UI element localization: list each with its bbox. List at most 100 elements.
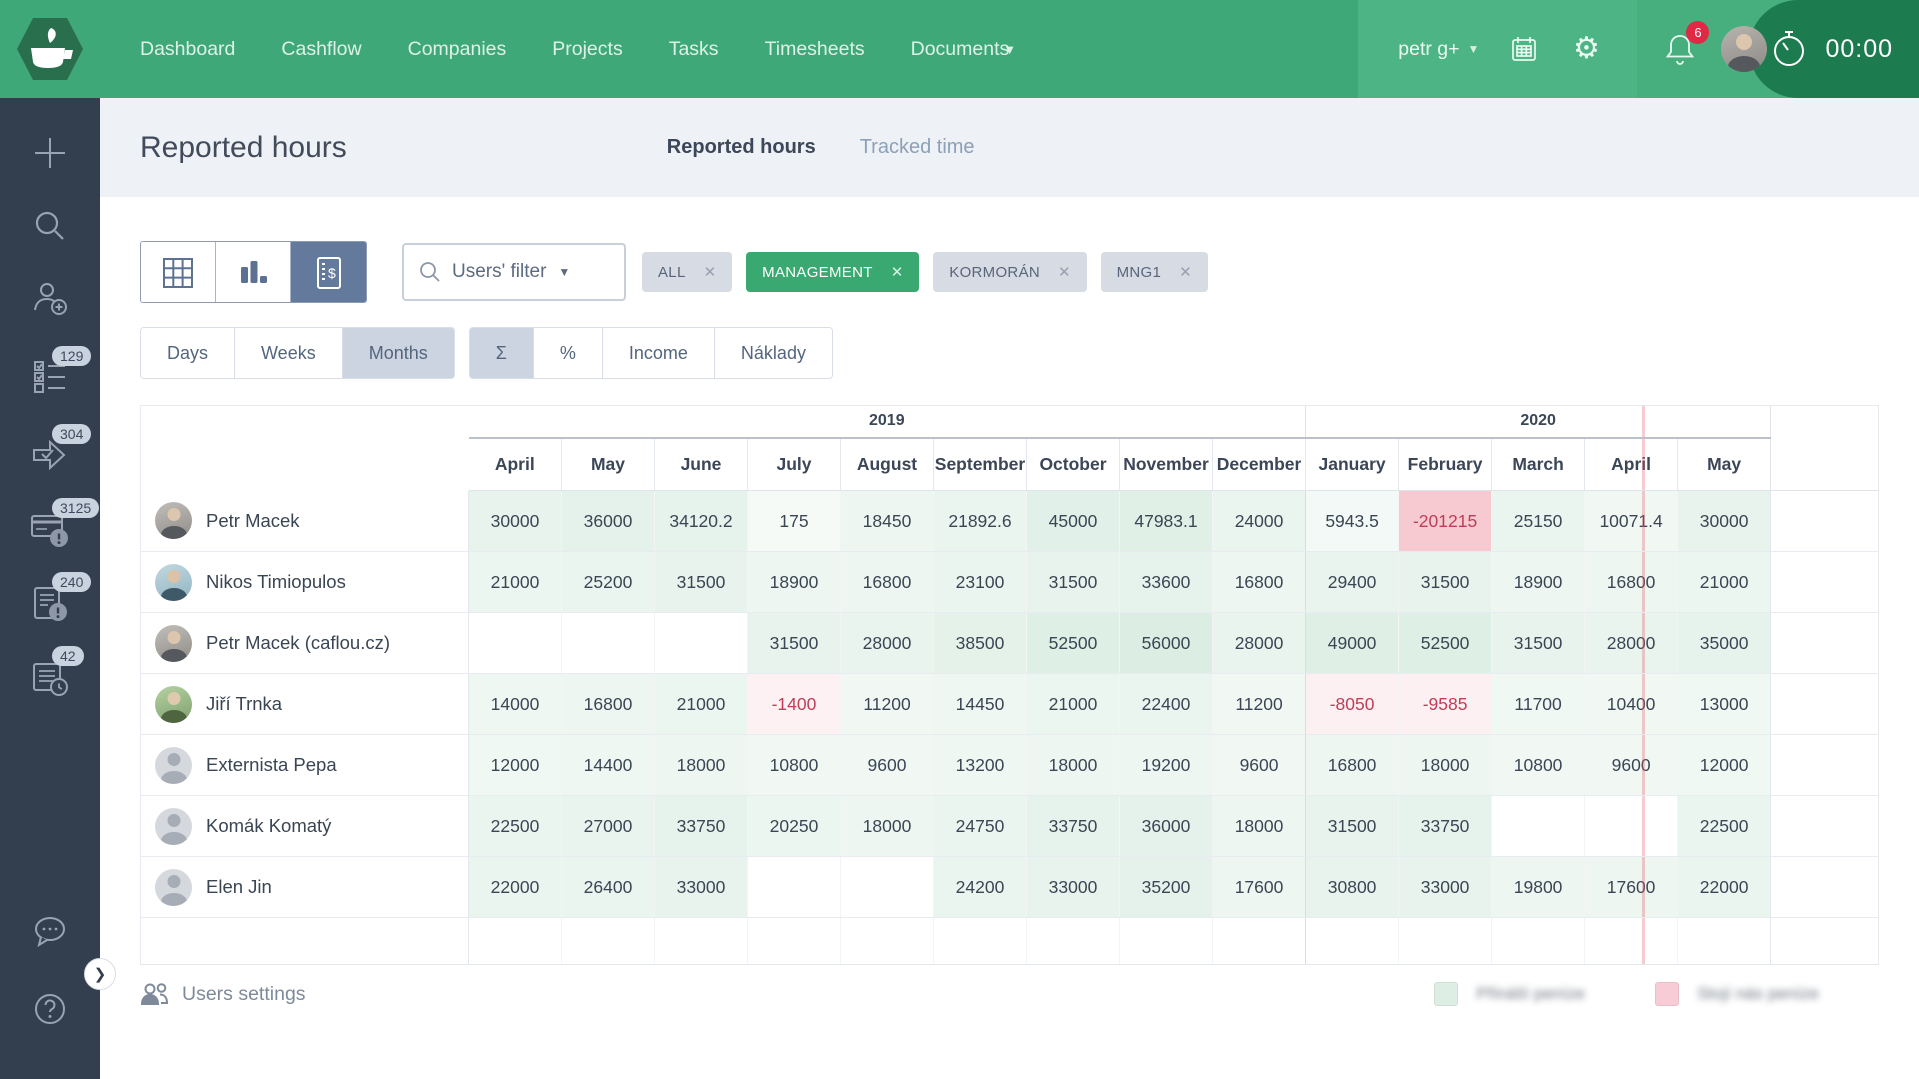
sidebar-reports-button[interactable]: 42 [0, 646, 100, 698]
value-cell[interactable]: 18000 [654, 734, 748, 796]
metric-button-[interactable]: Σ [469, 328, 534, 378]
value-cell[interactable]: 56000 [1119, 612, 1213, 674]
value-cell[interactable]: 16800 [840, 551, 934, 613]
table-view-button[interactable] [141, 242, 216, 302]
calendar-icon[interactable] [1507, 32, 1541, 66]
metric-button-[interactable]: % [533, 328, 603, 378]
value-cell[interactable]: 16800 [1584, 551, 1678, 613]
value-cell[interactable]: 16800 [561, 673, 655, 735]
user-name-cell[interactable]: Petr Macek (caflou.cz) [140, 612, 469, 674]
value-cell[interactable]: 36000 [561, 490, 655, 552]
value-cell[interactable]: 9600 [840, 734, 934, 796]
value-cell[interactable]: 11700 [1491, 673, 1585, 735]
value-cell[interactable]: 31500 [1305, 795, 1399, 857]
value-cell[interactable]: -1400 [747, 673, 841, 735]
sidebar-tasks-button[interactable]: 129 [0, 346, 100, 396]
sidebar-invoices-button[interactable]: 240 [0, 572, 100, 624]
value-cell[interactable]: 33000 [654, 856, 748, 918]
value-cell[interactable]: 47983.1 [1119, 490, 1213, 552]
value-cell[interactable]: 175 [747, 490, 841, 552]
value-cell[interactable]: 10400 [1584, 673, 1678, 735]
sidebar-help-button[interactable] [0, 990, 100, 1028]
value-cell[interactable]: 33000 [1026, 856, 1120, 918]
value-cell[interactable]: 19800 [1491, 856, 1585, 918]
sidebar-add-user-button[interactable] [0, 280, 100, 316]
value-cell[interactable]: -8050 [1305, 673, 1399, 735]
value-cell[interactable]: 24750 [933, 795, 1027, 857]
value-cell[interactable]: 19200 [1119, 734, 1213, 796]
value-cell[interactable]: 26400 [561, 856, 655, 918]
value-cell[interactable]: 31500 [654, 551, 748, 613]
value-cell[interactable]: 22000 [468, 856, 562, 918]
chip-remove-icon[interactable]: ✕ [703, 264, 717, 281]
sidebar-expand-button[interactable]: ❯ [84, 958, 116, 990]
period-button-days[interactable]: Days [141, 328, 236, 378]
value-cell[interactable]: 30000 [468, 490, 562, 552]
user-menu[interactable]: petr g+ ▼ [1398, 38, 1479, 61]
value-cell[interactable]: 21000 [1677, 551, 1771, 613]
value-cell[interactable]: 18000 [1026, 734, 1120, 796]
value-cell[interactable]: 13000 [1677, 673, 1771, 735]
value-cell[interactable]: 33750 [1398, 795, 1492, 857]
chart-view-button[interactable] [216, 242, 291, 302]
user-name-cell[interactable]: Nikos Timiopulos [140, 551, 469, 613]
value-cell[interactable]: 18000 [1211, 795, 1306, 857]
value-cell[interactable]: 21892.6 [933, 490, 1027, 552]
value-cell[interactable]: 14400 [561, 734, 655, 796]
value-cell[interactable]: 24200 [933, 856, 1027, 918]
period-button-months[interactable]: Months [342, 328, 454, 378]
value-cell[interactable]: 31500 [747, 612, 841, 674]
value-cell[interactable]: 11200 [1211, 673, 1306, 735]
sidebar-chat-button[interactable] [0, 914, 100, 950]
value-cell[interactable]: 52500 [1026, 612, 1120, 674]
value-cell[interactable]: 35200 [1119, 856, 1213, 918]
chip-remove-icon[interactable]: ✕ [890, 264, 904, 281]
value-cell[interactable]: 30800 [1305, 856, 1399, 918]
value-cell[interactable] [561, 612, 655, 674]
value-cell[interactable]: 38500 [933, 612, 1027, 674]
user-name-cell[interactable]: Elen Jin [140, 856, 469, 918]
value-cell[interactable]: 25200 [561, 551, 655, 613]
filter-chip-all[interactable]: ALL ✕ [642, 252, 733, 292]
value-cell[interactable] [1584, 795, 1678, 857]
value-cell[interactable]: 33600 [1119, 551, 1213, 613]
value-cell[interactable]: 9600 [1584, 734, 1678, 796]
value-cell[interactable]: 35000 [1677, 612, 1771, 674]
value-cell[interactable]: 9600 [1211, 734, 1306, 796]
value-cell[interactable]: 49000 [1305, 612, 1399, 674]
value-cell[interactable]: 5943.5 [1305, 490, 1399, 552]
value-cell[interactable]: 12000 [1677, 734, 1771, 796]
user-name-cell[interactable]: Komák Komatý [140, 795, 469, 857]
value-cell[interactable]: 34120.2 [654, 490, 748, 552]
tab-reported-hours[interactable]: Reported hours [666, 136, 816, 158]
nav-item-documents[interactable]: Documents [910, 37, 1010, 60]
value-cell[interactable]: 22000 [1677, 856, 1771, 918]
value-cell[interactable]: 17600 [1211, 856, 1306, 918]
metric-button-nklady[interactable]: Náklady [714, 328, 832, 378]
value-cell[interactable] [468, 612, 562, 674]
nav-item-cashflow[interactable]: Cashflow [281, 37, 362, 60]
value-cell[interactable]: 20250 [747, 795, 841, 857]
value-cell[interactable]: 22500 [1677, 795, 1771, 857]
value-cell[interactable]: 21000 [654, 673, 748, 735]
user-name-cell[interactable]: Petr Macek [140, 490, 469, 552]
user-avatar[interactable] [1721, 26, 1768, 72]
value-cell[interactable]: 28000 [1211, 612, 1306, 674]
tab-tracked-time[interactable]: Tracked time [859, 136, 975, 158]
value-cell[interactable]: 33750 [1026, 795, 1120, 857]
value-cell[interactable]: 21000 [468, 551, 562, 613]
filter-chip-mng1[interactable]: MNG1 ✕ [1100, 252, 1208, 292]
value-cell[interactable]: 21000 [1026, 673, 1120, 735]
value-cell[interactable]: 25150 [1491, 490, 1585, 552]
sidebar-approvals-button[interactable]: 304 [0, 424, 100, 474]
sidebar-search-button[interactable] [0, 208, 100, 244]
nav-item-dashboard[interactable]: Dashboard [140, 37, 236, 60]
value-cell[interactable]: 22500 [468, 795, 562, 857]
value-cell[interactable]: 14000 [468, 673, 562, 735]
value-cell[interactable]: -9585 [1398, 673, 1492, 735]
value-cell[interactable]: 30000 [1677, 490, 1771, 552]
value-cell[interactable]: 18900 [747, 551, 841, 613]
nav-more-caret-icon[interactable]: ▼ [1003, 41, 1017, 57]
value-cell[interactable]: 13200 [933, 734, 1027, 796]
notifications-bell-icon[interactable]: 6 [1663, 21, 1710, 67]
